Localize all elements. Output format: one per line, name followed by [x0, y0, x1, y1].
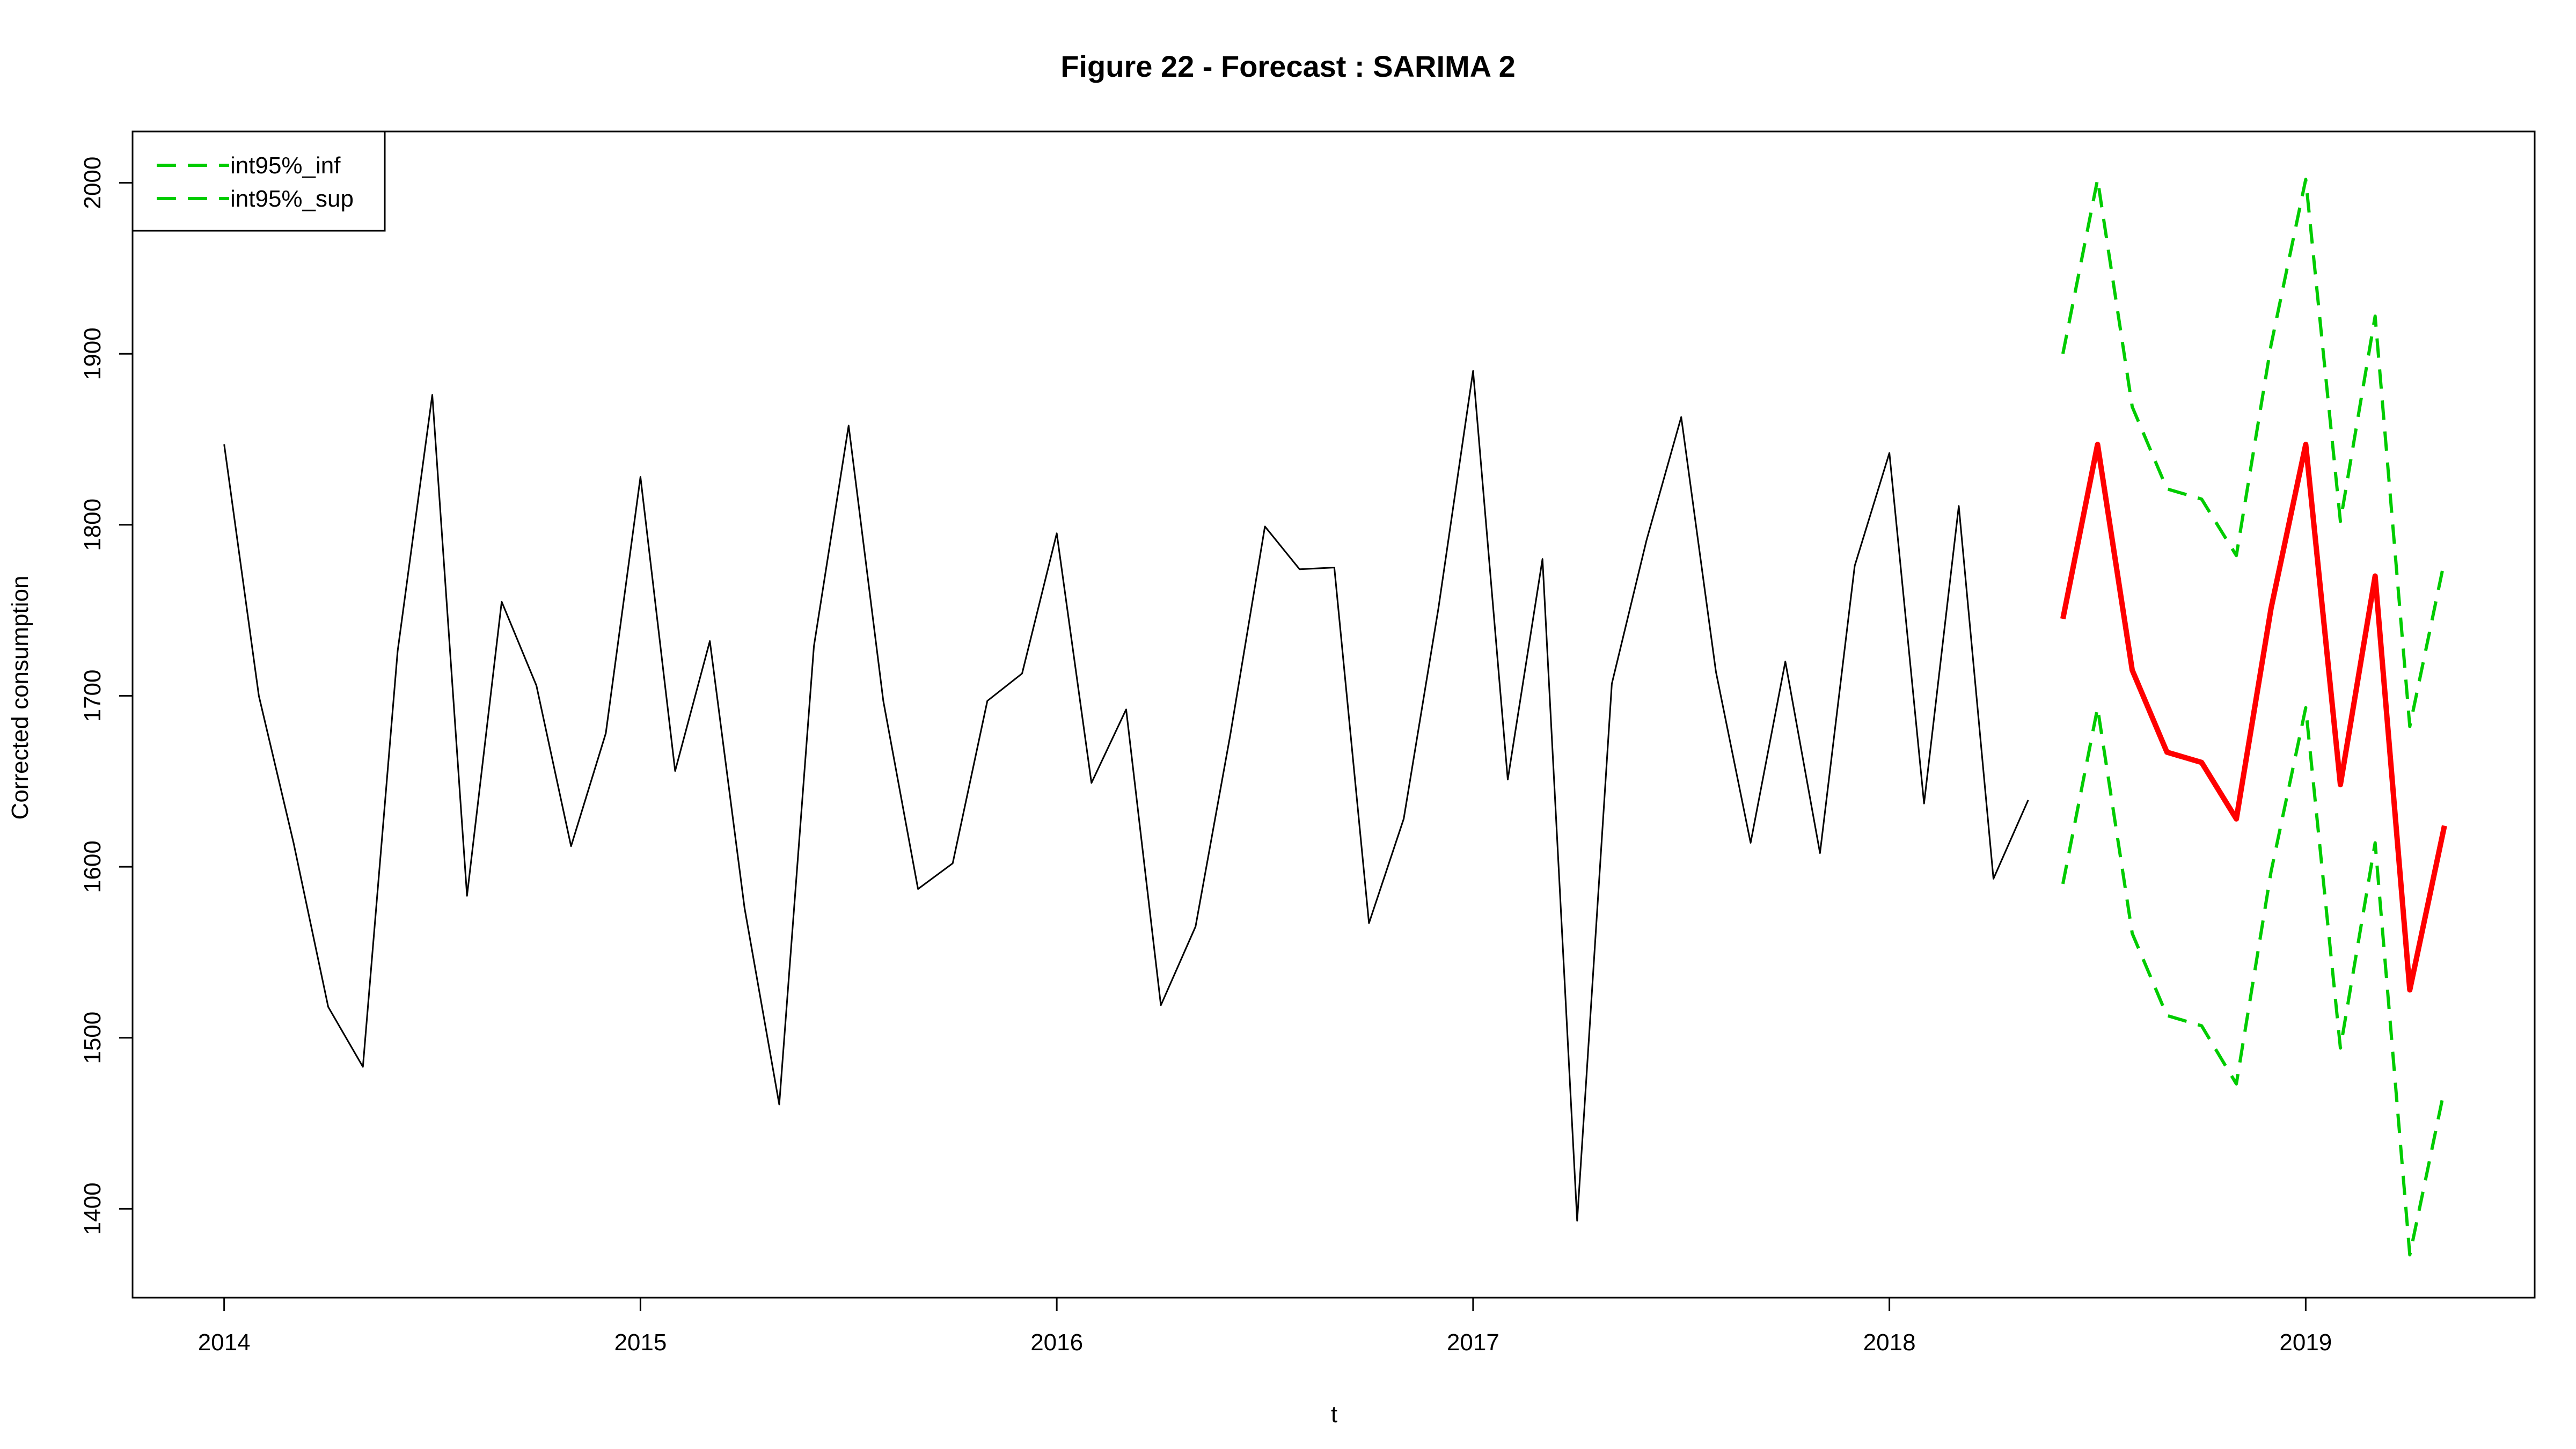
observed-line: [223, 370, 2029, 1222]
x-tick-label: 2017: [1447, 1329, 1499, 1356]
plot-frame: [131, 130, 2536, 1299]
y-tick-label: 1900: [79, 327, 106, 380]
x-tick-label: 2019: [2279, 1329, 2332, 1356]
chart-title: Figure 22 - Forecast : SARIMA 2: [1060, 49, 1515, 83]
forecast-line: [2060, 442, 2447, 993]
y-tick-label: 1400: [79, 1182, 106, 1235]
y-tick-label: 1800: [79, 499, 106, 551]
x-tick-label: 2016: [1030, 1329, 1083, 1356]
plot-box: [131, 130, 2536, 1299]
y-tick-label: 2000: [79, 157, 106, 209]
series-layer: [223, 178, 2447, 1257]
y-tick-label: 1500: [79, 1012, 106, 1064]
x-tick-label: 2018: [1863, 1329, 1916, 1356]
x-axis-label: t: [1331, 1401, 1337, 1428]
x-axis: 2014 2015 2016 2017 2018 2019: [198, 1297, 2332, 1356]
x-tick-label: 2015: [614, 1329, 667, 1356]
series-line-int95-sup: [2061, 178, 2446, 728]
legend: int95%_inf int95%_sup: [131, 130, 386, 232]
y-axis: 1400 1500 1600 1700 1800 1900 2000: [79, 157, 134, 1235]
x-tick-label: 2014: [198, 1329, 251, 1356]
legend-label: int95%_inf: [230, 152, 341, 179]
legend-box: [131, 130, 386, 232]
y-tick-label: 1600: [79, 840, 106, 893]
y-axis-label: Corrected consumption: [7, 576, 33, 820]
y-tick-label: 1700: [79, 670, 106, 722]
legend-label: int95%_sup: [230, 186, 354, 212]
series-line-int95-inf: [2061, 706, 2446, 1257]
